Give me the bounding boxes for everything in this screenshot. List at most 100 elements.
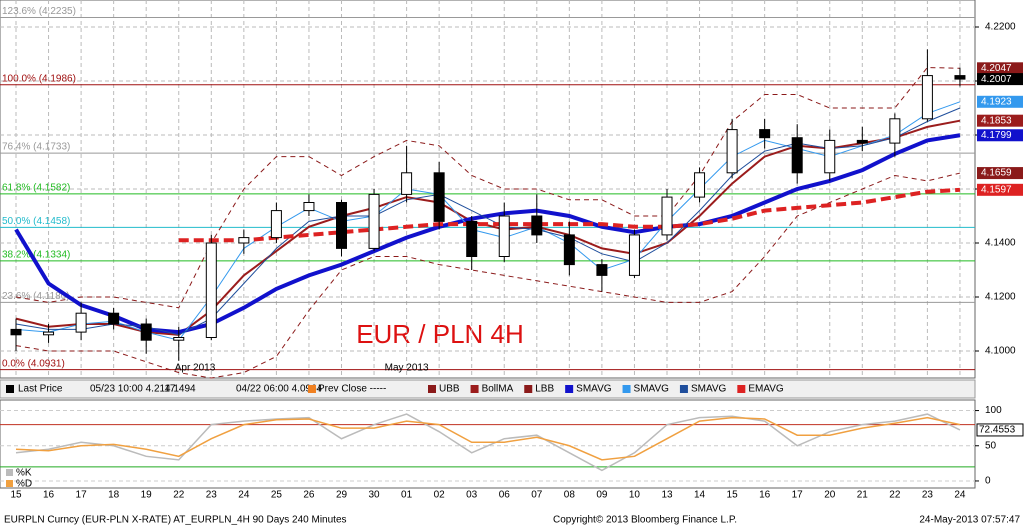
x-tick-label: 10 xyxy=(629,490,641,501)
candle-body xyxy=(238,237,250,244)
x-tick-label: 24 xyxy=(954,490,966,501)
candle-body xyxy=(921,75,933,120)
x-tick-label: 21 xyxy=(857,490,869,501)
candle-body xyxy=(466,220,478,257)
x-tick-label: 17 xyxy=(792,490,804,501)
price-tag-label: 4.2047 xyxy=(981,63,1012,74)
x-tick-label: 20 xyxy=(824,490,836,501)
price-tag-label: 4.1659 xyxy=(981,168,1012,179)
price-tag xyxy=(977,129,1023,142)
legend-label: UBB xyxy=(439,384,460,395)
legend-swatch xyxy=(737,385,746,393)
x-tick-label: 26 xyxy=(303,490,315,501)
oscillator-panel xyxy=(0,399,976,489)
price-tag-label: 4.2007 xyxy=(981,74,1012,85)
osc-line xyxy=(15,413,961,472)
price-tag xyxy=(977,95,1023,108)
x-tick-label: 16 xyxy=(43,490,55,501)
x-tick-label: 08 xyxy=(564,490,576,501)
legend-label: EMAVG xyxy=(748,384,784,395)
x-tick-label: 15 xyxy=(10,490,22,501)
fib-label: 38.2% (4.1334) xyxy=(2,249,70,260)
x-tick-label: 29 xyxy=(336,490,348,501)
candle-body xyxy=(791,137,803,174)
candle-body xyxy=(108,312,120,325)
legend-swatch xyxy=(524,385,533,393)
fib-label: 0.0% (4.0931) xyxy=(2,358,65,369)
candle-body xyxy=(531,215,543,236)
legend-swatch xyxy=(470,385,479,393)
y-tick-label: 4.1000 xyxy=(985,346,1016,357)
x-tick-label: 24 xyxy=(238,490,250,501)
legend-swatch xyxy=(6,480,13,487)
legend-swatch xyxy=(565,385,574,393)
fib-label: 123.6% (4.2235) xyxy=(2,6,76,17)
candle-body xyxy=(596,264,608,276)
x-tick-label: 16 xyxy=(759,490,771,501)
x-tick-label: 23 xyxy=(206,490,218,501)
fib-label: 100.0% (4.1986) xyxy=(2,73,76,84)
candle-body xyxy=(75,312,87,333)
fib-label: 61.8% (4.1582) xyxy=(2,183,70,194)
osc-line xyxy=(15,416,961,461)
legend-swatch xyxy=(308,385,316,393)
ma-line xyxy=(15,172,961,379)
legend-label: SMAVG xyxy=(691,384,727,395)
x-tick-label: 13 xyxy=(661,490,673,501)
candle-body xyxy=(856,139,868,144)
legend-swatch xyxy=(6,469,13,476)
legend-info: 04/22 06:00 4.0964 xyxy=(236,384,323,395)
legend-swatch xyxy=(6,385,14,393)
price-tag-label: 4.1597 xyxy=(981,184,1012,195)
legend-bar xyxy=(0,379,976,399)
candle-body xyxy=(563,234,575,266)
footer-left: EURPLN Curncy (EUR-PLN X-RATE) AT_EURPLN… xyxy=(4,515,347,526)
legend-swatch xyxy=(622,385,631,393)
month-label: May 2013 xyxy=(385,363,429,374)
legend-swatch xyxy=(428,385,436,393)
candle-body xyxy=(694,172,706,198)
candle-body xyxy=(433,172,445,222)
footer-right: 24-May-2013 07:57:47 xyxy=(919,515,1020,526)
x-tick-label: 01 xyxy=(401,490,413,501)
x-tick-label: 25 xyxy=(271,490,283,501)
candle-body xyxy=(889,118,901,144)
fib-label: 23.6% (4.1180) xyxy=(2,291,70,302)
x-tick-label: 30 xyxy=(368,490,380,501)
y-tick-label: 0 xyxy=(985,476,991,487)
y-tick-label: 4.1400 xyxy=(985,238,1016,249)
price-tag-label: 4.1799 xyxy=(981,130,1012,141)
footer-center: Copyright© 2013 Bloomberg Finance L.P. xyxy=(553,515,737,526)
x-tick-label: 09 xyxy=(596,490,608,501)
ma-line xyxy=(15,66,960,309)
price-tag-label: 4.1853 xyxy=(981,115,1012,126)
legend-info: 05/23 10:00 4.2117 xyxy=(90,384,176,395)
y-tick-label: 4.2200 xyxy=(985,22,1016,33)
legend-info: Prev Close ----- xyxy=(318,384,386,395)
x-tick-label: 07 xyxy=(531,490,543,501)
legend-label: SMAVG xyxy=(576,384,612,395)
candle-body xyxy=(368,193,380,249)
value-tag-label: 72.4553 xyxy=(979,425,1016,436)
candle-body xyxy=(401,172,413,195)
x-tick-label: 06 xyxy=(499,490,511,501)
x-tick-label: 22 xyxy=(173,490,185,501)
fib-label: 76.4% (4.1733) xyxy=(2,142,70,153)
legend-swatch xyxy=(679,385,688,393)
chart-title: EUR / PLN 4H xyxy=(356,319,524,349)
candle-body xyxy=(10,328,22,336)
legend-info: Last Price xyxy=(18,384,63,395)
candle-body xyxy=(303,202,315,212)
x-tick-label: 14 xyxy=(694,490,706,501)
legend-info: 4.1494 xyxy=(165,384,196,395)
legend-label: %D xyxy=(16,479,32,490)
fib-label: 50.0% (4.1458) xyxy=(2,216,70,227)
price-tag-label: 4.1923 xyxy=(981,96,1012,107)
x-tick-label: 19 xyxy=(141,490,153,501)
x-tick-label: 02 xyxy=(434,490,446,501)
candle-body xyxy=(140,323,152,341)
candle-body xyxy=(628,234,640,276)
month-label: Apr 2013 xyxy=(175,363,216,374)
